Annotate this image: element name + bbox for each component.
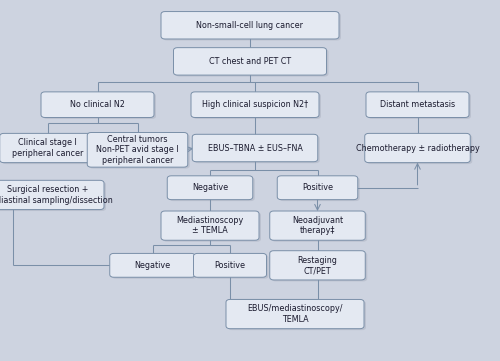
Text: No clinical N2: No clinical N2 xyxy=(70,100,125,109)
FancyBboxPatch shape xyxy=(0,180,104,209)
FancyBboxPatch shape xyxy=(163,13,341,40)
FancyBboxPatch shape xyxy=(0,134,95,162)
FancyBboxPatch shape xyxy=(368,93,471,119)
Text: Surgical resection +
mediastinal sampling/dissection: Surgical resection + mediastinal samplin… xyxy=(0,185,112,205)
FancyBboxPatch shape xyxy=(88,132,188,167)
FancyBboxPatch shape xyxy=(43,93,156,119)
FancyBboxPatch shape xyxy=(196,255,268,279)
FancyBboxPatch shape xyxy=(176,49,328,77)
FancyBboxPatch shape xyxy=(192,134,318,162)
Text: Non-small-cell lung cancer: Non-small-cell lung cancer xyxy=(196,21,304,30)
Text: Negative: Negative xyxy=(192,183,228,192)
FancyBboxPatch shape xyxy=(174,48,326,75)
FancyBboxPatch shape xyxy=(364,134,470,162)
Text: Distant metastasis: Distant metastasis xyxy=(380,100,455,109)
FancyBboxPatch shape xyxy=(270,251,365,280)
FancyBboxPatch shape xyxy=(161,211,259,240)
Text: Positive: Positive xyxy=(302,183,333,192)
FancyBboxPatch shape xyxy=(169,177,254,201)
FancyBboxPatch shape xyxy=(272,212,367,242)
FancyBboxPatch shape xyxy=(226,300,364,329)
FancyBboxPatch shape xyxy=(0,182,106,211)
FancyBboxPatch shape xyxy=(112,255,197,279)
Text: CT chest and PET CT: CT chest and PET CT xyxy=(209,57,291,66)
Text: Chemotherapy ± radiotherapy: Chemotherapy ± radiotherapy xyxy=(356,144,480,152)
FancyBboxPatch shape xyxy=(194,136,320,163)
Text: EBUS–TBNA ± EUS–FNA: EBUS–TBNA ± EUS–FNA xyxy=(208,144,302,152)
FancyBboxPatch shape xyxy=(110,253,195,277)
Text: Negative: Negative xyxy=(134,261,170,270)
FancyBboxPatch shape xyxy=(366,92,469,118)
FancyBboxPatch shape xyxy=(277,176,358,200)
FancyBboxPatch shape xyxy=(228,301,366,330)
Text: Central tumors
Non-PET avid stage I
peripheral cancer: Central tumors Non-PET avid stage I peri… xyxy=(96,135,179,165)
FancyBboxPatch shape xyxy=(41,92,154,118)
FancyBboxPatch shape xyxy=(272,252,367,282)
FancyBboxPatch shape xyxy=(270,211,365,240)
FancyBboxPatch shape xyxy=(193,93,321,119)
Text: Mediastinoscopy
± TEMLA: Mediastinoscopy ± TEMLA xyxy=(176,216,244,235)
FancyBboxPatch shape xyxy=(161,12,339,39)
Text: EBUS/mediastinoscopy/
TEMLA: EBUS/mediastinoscopy/ TEMLA xyxy=(247,304,343,324)
Text: Positive: Positive xyxy=(214,261,246,270)
FancyBboxPatch shape xyxy=(191,92,319,118)
FancyBboxPatch shape xyxy=(90,134,190,169)
FancyBboxPatch shape xyxy=(194,253,266,277)
FancyBboxPatch shape xyxy=(2,135,97,164)
Text: High clinical suspicion N2†: High clinical suspicion N2† xyxy=(202,100,308,109)
FancyBboxPatch shape xyxy=(366,135,472,164)
FancyBboxPatch shape xyxy=(279,177,360,201)
FancyBboxPatch shape xyxy=(167,176,252,200)
Text: Restaging
CT/PET: Restaging CT/PET xyxy=(298,256,338,275)
Text: Clinical stage I
peripheral cancer: Clinical stage I peripheral cancer xyxy=(12,138,83,158)
FancyBboxPatch shape xyxy=(163,212,261,242)
Text: Neoadjuvant
therapy‡: Neoadjuvant therapy‡ xyxy=(292,216,343,235)
